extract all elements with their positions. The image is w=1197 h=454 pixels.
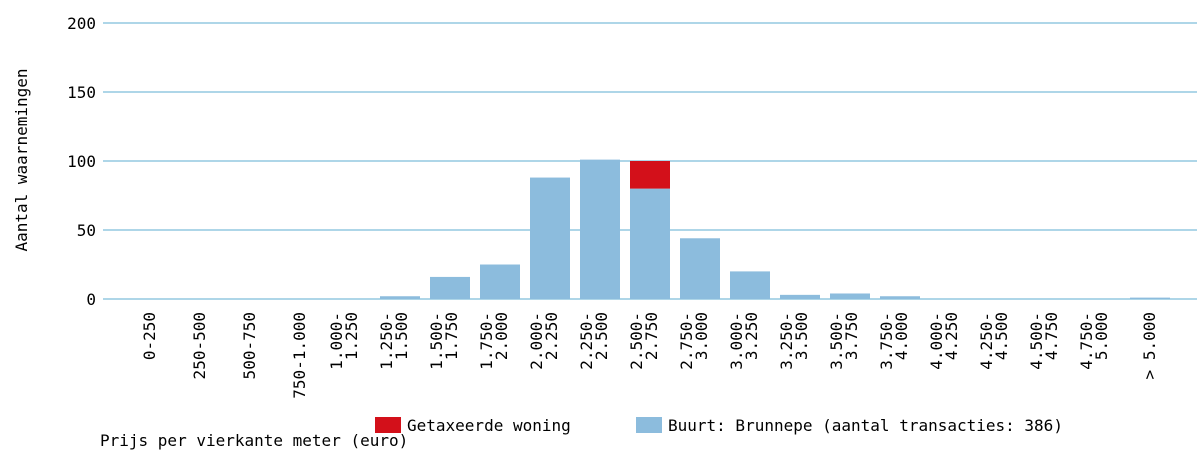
x-tick-label: 2.500-2.750 bbox=[627, 312, 661, 370]
bar bbox=[780, 294, 820, 299]
bar bbox=[1130, 297, 1170, 299]
x-tick-label: 750-1.000 bbox=[290, 312, 309, 399]
x-tick-label: 2.750-3.000 bbox=[677, 312, 711, 370]
bar bbox=[630, 161, 670, 189]
bar bbox=[630, 188, 670, 299]
bar bbox=[830, 293, 870, 299]
x-tick-label: 4.250-4.500 bbox=[977, 312, 1011, 370]
x-tick-label: 2.250-2.500 bbox=[577, 312, 611, 370]
x-tick-label: 1.000-1.250 bbox=[327, 312, 361, 370]
bar bbox=[530, 177, 570, 299]
x-axis-label: Prijs per vierkante meter (euro) bbox=[100, 431, 408, 450]
x-tick-label: 3.500-3.750 bbox=[827, 312, 861, 370]
y-axis-label: Aantal waarnemingen bbox=[12, 68, 31, 251]
x-tick-label: 4.500-4.750 bbox=[1027, 312, 1061, 370]
y-tick-label: 150 bbox=[67, 83, 96, 102]
x-tick-label: 500-750 bbox=[240, 312, 259, 379]
x-tick-label: 3.250-3.500 bbox=[777, 312, 811, 370]
bar bbox=[580, 159, 620, 299]
y-tick-label: 100 bbox=[67, 152, 96, 171]
y-tick-label: 50 bbox=[77, 221, 96, 240]
y-tick-label: 200 bbox=[67, 14, 96, 33]
bar bbox=[430, 276, 470, 299]
x-tick-label: 1.500-1.750 bbox=[427, 312, 461, 370]
x-tick-label: 4.750-5.000 bbox=[1077, 312, 1111, 370]
bar bbox=[680, 238, 720, 299]
legend-label: Buurt: Brunnepe (aantal transacties: 386… bbox=[668, 416, 1063, 435]
x-tick-label: 3.000-3.250 bbox=[727, 312, 761, 370]
legend-label: Getaxeerde woning bbox=[407, 416, 571, 435]
x-tick-label: 1.750-2.000 bbox=[477, 312, 511, 370]
bar bbox=[880, 296, 920, 299]
bar bbox=[480, 264, 520, 299]
x-tick-label: 250-500 bbox=[190, 312, 209, 379]
x-tick-label: > 5.000 bbox=[1140, 312, 1159, 379]
bar bbox=[380, 296, 420, 299]
legend-swatch bbox=[375, 417, 401, 433]
y-tick-label: 0 bbox=[86, 290, 96, 309]
x-tick-label: 2.000-2.250 bbox=[527, 312, 561, 370]
x-tick-label: 1.250-1.500 bbox=[377, 312, 411, 370]
x-tick-label: 3.750-4.000 bbox=[877, 312, 911, 370]
bar bbox=[730, 271, 770, 299]
legend-swatch bbox=[636, 417, 662, 433]
x-tick-label: 4.000-4.250 bbox=[927, 312, 961, 370]
x-tick-label: 0-250 bbox=[140, 312, 159, 360]
